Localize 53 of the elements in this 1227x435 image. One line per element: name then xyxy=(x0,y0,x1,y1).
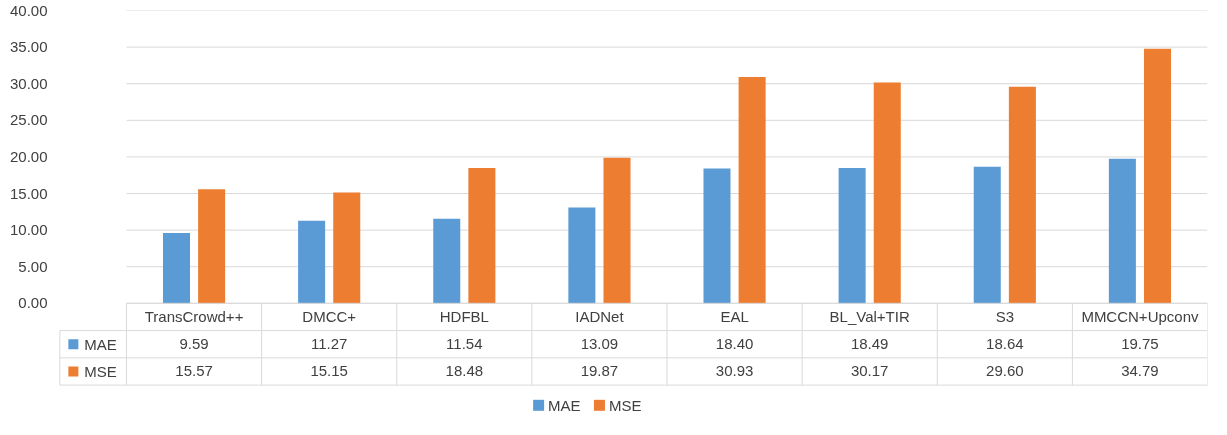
data-label: 18.40 xyxy=(715,335,754,353)
bar xyxy=(873,82,901,304)
y-tick-label: 30.00 xyxy=(9,74,48,92)
x-tick-label: IADNet xyxy=(575,308,625,326)
y-tick-label: 20.00 xyxy=(9,147,48,165)
bar xyxy=(1108,158,1136,304)
x-tick-label: BL_Val+TIR xyxy=(829,308,910,326)
x-tick-label: TransCrowd++ xyxy=(144,308,244,326)
bar xyxy=(468,168,496,304)
y-tick-label: 10.00 xyxy=(9,221,48,239)
bar xyxy=(738,76,766,304)
bar xyxy=(1143,48,1172,304)
bar xyxy=(162,233,191,304)
text: MSE xyxy=(84,362,117,380)
bar xyxy=(333,192,361,304)
legend-label: MSE xyxy=(608,396,642,414)
data-label: 19.87 xyxy=(580,362,619,380)
data-label: 30.17 xyxy=(850,362,889,380)
text: MAE xyxy=(548,396,581,414)
y-tick-label: 5.00 xyxy=(18,257,48,275)
data-label: 30.93 xyxy=(715,362,754,380)
data-label: 18.64 xyxy=(986,335,1024,353)
data-label: 19.75 xyxy=(1121,335,1159,353)
data-label: 15.15 xyxy=(310,362,348,380)
data-label: 11.27 xyxy=(310,335,348,353)
x-tick-label: DMCC+ xyxy=(302,308,357,326)
x-tick-label: S3 xyxy=(995,308,1014,326)
data-label: 18.48 xyxy=(445,362,484,380)
data-label: 29.60 xyxy=(986,362,1024,380)
x-tick-label: HDFBL xyxy=(439,308,489,326)
data-label: 18.49 xyxy=(850,335,889,353)
bar xyxy=(973,166,1001,304)
y-tick-label: 15.00 xyxy=(9,184,48,202)
y-tick-label: 40.00 xyxy=(9,1,48,19)
bar xyxy=(568,207,596,304)
y-tick-label: 0.00 xyxy=(18,294,48,312)
x-tick-label: EAL xyxy=(720,308,749,326)
x-tick-label: MMCCN+Upconv xyxy=(1081,308,1199,326)
bar xyxy=(703,168,731,304)
bar xyxy=(1008,86,1036,304)
bar xyxy=(603,157,631,304)
data-label: 11.54 xyxy=(446,335,483,353)
y-tick-label: 25.00 xyxy=(9,111,48,129)
legend-label: MAE xyxy=(84,335,117,353)
bar xyxy=(198,189,226,304)
bar xyxy=(298,220,326,304)
data-label: 15.57 xyxy=(175,362,213,380)
data-label: 9.59 xyxy=(179,335,209,353)
data-label: 34.79 xyxy=(1121,362,1159,380)
y-tick-label: 35.00 xyxy=(9,38,48,56)
bar xyxy=(838,167,866,304)
data-label: 13.09 xyxy=(580,335,619,353)
bar xyxy=(433,218,461,304)
